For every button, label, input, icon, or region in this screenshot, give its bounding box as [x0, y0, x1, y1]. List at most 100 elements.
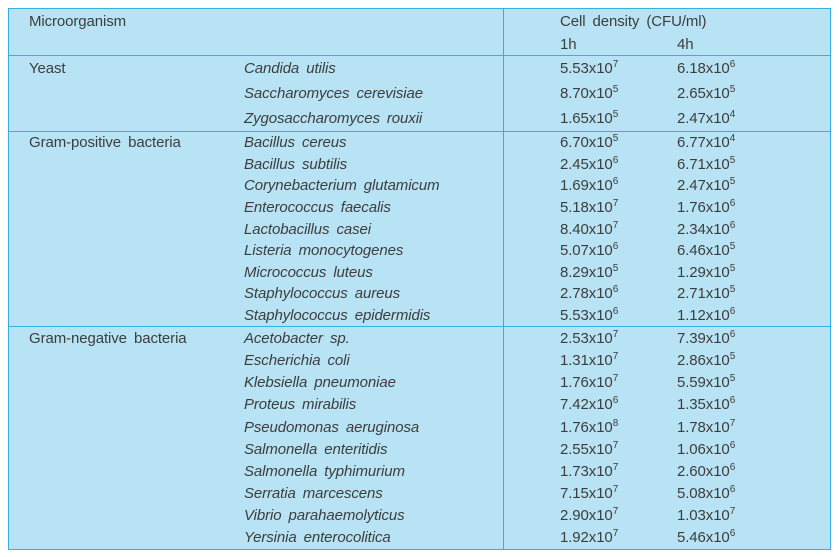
density-cell: 2.45x106 6.71x105 — [503, 153, 830, 175]
density-4h-exp: 5 — [729, 241, 736, 253]
density-1h-exp: 8 — [612, 417, 619, 429]
density-cell: 5.07x106 6.46x105 — [503, 239, 830, 262]
density-cell: 1.31x107 2.86x105 — [503, 349, 830, 372]
density-1h-value: 1.69x106 — [560, 176, 677, 195]
density-4h-exp: 7 — [729, 417, 736, 429]
density-cell: 5.18x107 1.76x106 — [503, 196, 830, 219]
species-cell: Bacillus cereus — [244, 133, 347, 151]
density-1h-exp: 7 — [612, 528, 619, 540]
density-4h-exp: 5 — [729, 284, 736, 296]
density-4h-exp: 6 — [729, 329, 736, 340]
density-4h-base: 2.71x10 — [677, 285, 730, 303]
density-4h-exp: 5 — [729, 154, 736, 166]
species-cell: Salmonella typhimurium — [244, 462, 405, 480]
density-1h-base: 1.76x10 — [560, 418, 613, 436]
density-4h-value: 7.39x106 — [677, 329, 736, 348]
density-1h-exp: 6 — [612, 284, 619, 296]
density-1h-base: 1.73x10 — [560, 462, 613, 480]
table-row: Corynebacterium glutamicum 1.69x106 2.47… — [9, 174, 830, 197]
density-4h-exp: 6 — [729, 58, 736, 70]
density-1h-value: 1.92x107 — [560, 528, 677, 547]
density-cell: 8.40x107 2.34x106 — [503, 218, 830, 240]
density-cell: 1.69x106 2.47x105 — [503, 174, 830, 197]
density-4h-exp: 4 — [729, 132, 736, 144]
density-4h-base: 2.60x10 — [677, 462, 730, 480]
density-1h-value: 2.90x107 — [560, 506, 677, 525]
density-cell: 8.70x105 2.65x105 — [503, 80, 830, 106]
species-cell: Proteus mirabilis — [244, 396, 357, 414]
density-4h-base: 2.86x10 — [677, 352, 730, 370]
density-1h-value: 5.07x106 — [560, 242, 677, 260]
density-4h-base: 6.77x10 — [677, 133, 730, 151]
table-row: Gram-negative bacteria Acetobacter sp. 2… — [9, 327, 830, 350]
density-1h-exp: 7 — [612, 506, 619, 518]
density-cell: 2.53x107 7.39x106 — [503, 327, 830, 350]
density-1h-value: 5.53x107 — [560, 58, 677, 77]
density-1h-value: 7.42x106 — [560, 396, 677, 414]
density-1h-exp: 7 — [612, 219, 619, 231]
density-4h-base: 1.78x10 — [677, 418, 730, 436]
density-4h-base: 5.08x10 — [677, 484, 730, 502]
density-1h-base: 8.40x10 — [560, 220, 613, 238]
density-4h-value: 1.76x106 — [677, 198, 735, 216]
species-cell: Listeria monocytogenes — [244, 242, 404, 260]
density-4h-value: 1.29x105 — [677, 263, 735, 281]
species-cell: Acetobacter sp. — [244, 330, 350, 347]
table-body: Yeast Candida utilis 5.53x107 6.18x106 S… — [9, 55, 830, 549]
table-row: Gram-positive bacteria Bacillus cereus 6… — [9, 131, 830, 154]
density-4h-value: 6.46x105 — [677, 241, 736, 260]
density-cell: 2.55x107 1.06x106 — [503, 438, 830, 461]
density-cell: 1.76x108 1.78x107 — [503, 416, 830, 439]
density-cell: 5.53x106 1.12x106 — [503, 304, 830, 327]
density-1h-exp: 6 — [612, 176, 619, 188]
density-1h-base: 5.07x10 — [560, 242, 613, 260]
header-subcolumns-cell: 1h 4h — [503, 34, 830, 55]
density-1h-base: 2.53x10 — [560, 330, 613, 347]
density-4h-value: 5.08x106 — [677, 484, 735, 502]
species-cell: Vibrio parahaemolyticus — [244, 507, 405, 525]
density-1h-base: 7.15x10 — [560, 484, 613, 502]
density-cell: 2.78x106 2.71x105 — [503, 283, 830, 305]
table-row: Listeria monocytogenes 5.07x106 6.46x105 — [9, 239, 830, 262]
group-cell: Yeast — [29, 59, 66, 77]
table-row: Saccharomyces cerevisiae 8.70x105 2.65x1… — [9, 80, 830, 106]
species-cell: Staphylococcus aureus — [244, 285, 400, 303]
species-cell: Micrococcus luteus — [244, 263, 373, 281]
table-row: Staphylococcus epidermidis 5.53x106 1.12… — [9, 304, 830, 327]
species-cell: Salmonella enteritidis — [244, 440, 388, 458]
density-4h-exp: 6 — [729, 528, 736, 540]
species-cell: Staphylococcus epidermidis — [244, 307, 431, 325]
density-1h-value: 1.76x108 — [560, 417, 677, 436]
species-cell: Serratia marcescens — [244, 484, 383, 502]
density-1h-base: 6.70x10 — [560, 133, 613, 151]
density-1h-base: 8.70x10 — [560, 84, 613, 102]
table-row: Klebsiella pneumoniae 1.76x107 5.59x105 — [9, 371, 830, 394]
density-1h-value: 8.70x105 — [560, 84, 677, 102]
table-row: Micrococcus luteus 8.29x105 1.29x105 — [9, 261, 830, 284]
density-1h-base: 1.69x10 — [560, 177, 613, 195]
species-cell: Lactobacillus casei — [244, 220, 372, 238]
density-4h-exp: 5 — [729, 351, 736, 363]
density-1h-base: 2.55x10 — [560, 440, 613, 458]
density-1h-exp: 7 — [612, 58, 619, 70]
density-1h-base: 5.53x10 — [560, 59, 613, 77]
density-4h-base: 1.76x10 — [677, 198, 730, 216]
species-cell: Corynebacterium glutamicum — [244, 177, 440, 195]
species-cell: Klebsiella pneumoniae — [244, 374, 396, 392]
density-4h-base: 1.12x10 — [677, 307, 730, 325]
density-1h-base: 8.29x10 — [560, 263, 613, 281]
density-1h-value: 2.78x106 — [560, 284, 677, 303]
group-cell: Gram-negative bacteria — [29, 330, 187, 347]
density-4h-value: 2.47x105 — [677, 177, 735, 195]
density-1h-value: 5.18x107 — [560, 198, 677, 216]
density-4h-value: 6.18x106 — [677, 58, 736, 77]
density-4h-exp: 5 — [729, 373, 736, 385]
density-cell: 1.76x107 5.59x105 — [503, 371, 830, 394]
microorganism-cell-density-table: Microorganism Cell density (CFU/ml) 1h 4… — [8, 8, 831, 550]
density-1h-exp: 5 — [612, 262, 619, 274]
density-4h-value: 2.71x105 — [677, 284, 736, 303]
header-4h: 4h — [677, 36, 694, 53]
table-row: Yersinia enterocolitica 1.92x107 5.46x10… — [9, 526, 830, 549]
density-1h-exp: 7 — [612, 373, 619, 385]
